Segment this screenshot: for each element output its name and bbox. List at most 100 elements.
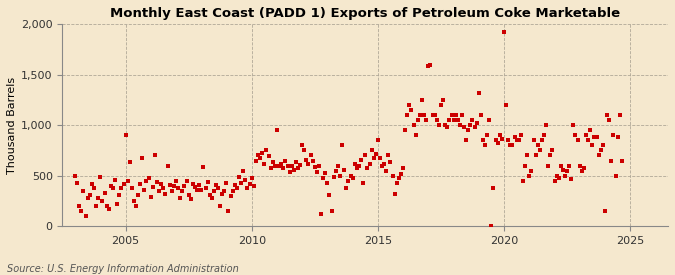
Point <box>518 178 529 183</box>
Point <box>556 163 566 168</box>
Point <box>368 155 379 160</box>
Point <box>356 157 367 162</box>
Point <box>261 148 272 153</box>
Point <box>389 192 400 196</box>
Point <box>84 193 95 197</box>
Point <box>539 133 549 138</box>
Point <box>209 189 219 193</box>
Point <box>543 163 554 168</box>
Point <box>585 128 596 132</box>
Point <box>175 196 186 200</box>
Point <box>107 186 118 190</box>
Point <box>267 159 278 164</box>
Point <box>343 178 354 183</box>
Point <box>254 155 265 160</box>
Point <box>597 143 608 148</box>
Point <box>88 186 99 190</box>
Point <box>299 148 310 153</box>
Point <box>139 188 150 192</box>
Point <box>93 196 104 200</box>
Point <box>76 209 87 213</box>
Point <box>120 133 131 138</box>
Point <box>339 167 350 172</box>
Point <box>341 186 352 190</box>
Point <box>278 166 289 170</box>
Point <box>568 123 579 127</box>
Point <box>574 163 585 168</box>
Point <box>501 103 512 107</box>
Point <box>86 182 97 186</box>
Point <box>78 189 89 193</box>
Point <box>541 123 551 127</box>
Point <box>583 138 593 142</box>
Point <box>164 183 175 187</box>
Point <box>316 212 327 216</box>
Point <box>333 163 344 168</box>
Point <box>276 161 287 166</box>
Point <box>217 192 227 196</box>
Point <box>522 153 533 158</box>
Point <box>82 196 93 200</box>
Point <box>490 138 501 142</box>
Point <box>126 186 137 190</box>
Point <box>318 175 329 180</box>
Point <box>448 118 459 122</box>
Point <box>109 178 120 182</box>
Point <box>570 133 581 138</box>
Point <box>295 163 306 167</box>
Point <box>328 175 339 179</box>
Point <box>284 169 295 174</box>
Point <box>452 118 463 122</box>
Point <box>547 148 558 153</box>
Point <box>320 170 331 175</box>
Point <box>589 135 600 139</box>
Point <box>309 164 320 169</box>
Point <box>244 182 255 186</box>
Y-axis label: Thousand Barrels: Thousand Barrels <box>7 76 17 174</box>
Point <box>379 161 389 166</box>
Point <box>381 169 392 173</box>
Point <box>194 183 205 187</box>
Point <box>387 174 398 178</box>
Point <box>286 163 297 168</box>
Point <box>478 138 489 142</box>
Point <box>591 135 602 139</box>
Point <box>551 174 562 178</box>
Point <box>188 182 198 186</box>
Point <box>190 185 200 189</box>
Point <box>122 178 133 183</box>
Point <box>160 192 171 196</box>
Point <box>230 183 240 187</box>
Point <box>118 182 129 186</box>
Point <box>358 181 369 185</box>
Point <box>114 193 125 197</box>
Point <box>375 155 385 160</box>
Point <box>473 90 484 95</box>
Point <box>454 123 465 127</box>
Point <box>282 163 293 168</box>
Point <box>418 113 429 117</box>
Point <box>414 113 425 117</box>
Point <box>152 180 163 184</box>
Point <box>171 178 182 183</box>
Point <box>471 121 482 125</box>
Point <box>219 189 230 193</box>
Point <box>179 184 190 188</box>
Point <box>410 133 421 138</box>
Point <box>185 197 196 201</box>
Point <box>406 108 417 112</box>
Point <box>196 188 207 192</box>
Point <box>362 166 373 170</box>
Point <box>444 118 455 122</box>
Point <box>227 189 238 193</box>
Point <box>532 143 543 148</box>
Point <box>271 128 282 132</box>
Point <box>513 138 524 142</box>
Point <box>204 193 215 197</box>
Point <box>440 123 451 127</box>
Point <box>373 138 383 142</box>
Point <box>242 186 253 190</box>
Point <box>345 174 356 178</box>
Point <box>221 181 232 185</box>
Point <box>484 118 495 122</box>
